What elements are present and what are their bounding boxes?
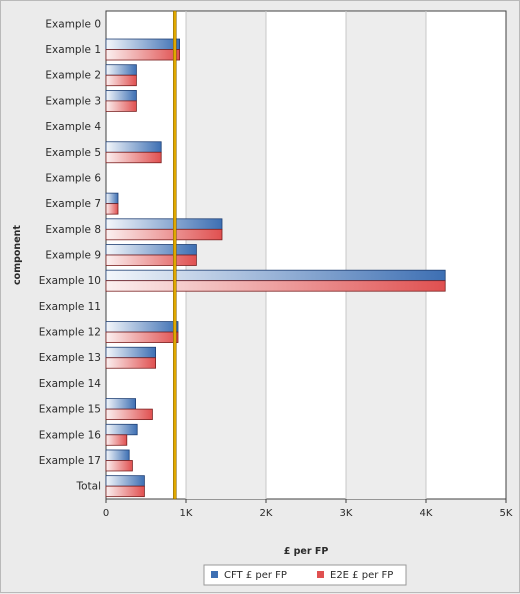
legend-box — [203, 564, 407, 586]
category-label: Example 15 — [39, 404, 101, 416]
bar-e2e[interactable] — [105, 408, 153, 421]
x-tick-label: 2K — [260, 508, 273, 519]
category-label: Example 13 — [39, 352, 101, 364]
x-tick-label: 1K — [180, 508, 193, 519]
legend-label-cft: CFT £ per FP — [224, 570, 287, 581]
bar-cft[interactable] — [105, 269, 446, 282]
x-tick-label: 5K — [500, 508, 513, 519]
category-label: Example 17 — [39, 455, 101, 467]
bar-e2e[interactable] — [105, 151, 162, 164]
grid-band — [186, 12, 266, 499]
category-label: Example 8 — [45, 224, 101, 236]
grid-band — [346, 12, 426, 499]
category-label: Example 14 — [39, 378, 102, 390]
bar-cft[interactable] — [105, 38, 180, 50]
bar-e2e[interactable] — [105, 460, 133, 472]
x-axis-title: £ per FP — [284, 546, 329, 557]
bar-cft[interactable] — [105, 346, 156, 359]
category-label: Total — [75, 481, 101, 493]
bar-cft[interactable] — [105, 398, 137, 410]
category-label: Example 4 — [45, 121, 101, 133]
bar-cft[interactable] — [105, 89, 137, 102]
category-label: Example 5 — [45, 147, 101, 159]
category-label: Example 0 — [45, 18, 101, 30]
bar-cft[interactable] — [105, 423, 138, 436]
bar-e2e[interactable] — [105, 280, 446, 292]
bar-e2e[interactable] — [105, 331, 179, 343]
bar-cft[interactable] — [105, 244, 197, 256]
category-label: Example 6 — [45, 172, 101, 184]
bar-e2e[interactable] — [105, 228, 223, 241]
category-label: Example 7 — [45, 198, 101, 210]
bar-cft[interactable] — [105, 192, 119, 205]
bar-e2e[interactable] — [105, 357, 156, 369]
bar-e2e[interactable] — [105, 485, 145, 498]
legend-label-e2e: E2E £ per FP — [330, 570, 393, 581]
bar-cft[interactable] — [105, 321, 179, 333]
legend-swatch-cft — [211, 571, 218, 578]
category-label: Example 2 — [45, 70, 101, 82]
x-tick-label: 3K — [340, 508, 353, 519]
x-tick-label: 0 — [103, 508, 109, 519]
reference-line — [173, 10, 177, 500]
bar-e2e[interactable] — [105, 254, 197, 266]
category-label: Example 16 — [39, 429, 102, 441]
category-label: Example 11 — [39, 301, 101, 313]
bar-e2e[interactable] — [105, 434, 128, 446]
category-label: Example 10 — [39, 275, 101, 287]
bar-e2e[interactable] — [105, 74, 137, 87]
bar-e2e[interactable] — [105, 100, 137, 112]
bar-cft[interactable] — [105, 141, 162, 153]
bar-e2e[interactable] — [105, 49, 180, 61]
legend: CFT £ per FP E2E £ per FP — [203, 564, 407, 586]
legend-swatch-e2e — [317, 571, 324, 578]
bar-cft[interactable] — [105, 64, 137, 76]
y-axis-title: component — [12, 225, 23, 285]
category-label: Example 12 — [39, 327, 101, 339]
bar-e2e[interactable] — [105, 203, 119, 215]
category-label: Example 3 — [45, 95, 101, 107]
category-label: Example 1 — [45, 44, 101, 56]
category-label: Example 9 — [45, 250, 101, 262]
bar-cft[interactable] — [105, 218, 223, 230]
bar-cft[interactable] — [105, 475, 145, 487]
bar-cft[interactable] — [105, 449, 130, 461]
x-tick-label: 4K — [420, 508, 433, 519]
